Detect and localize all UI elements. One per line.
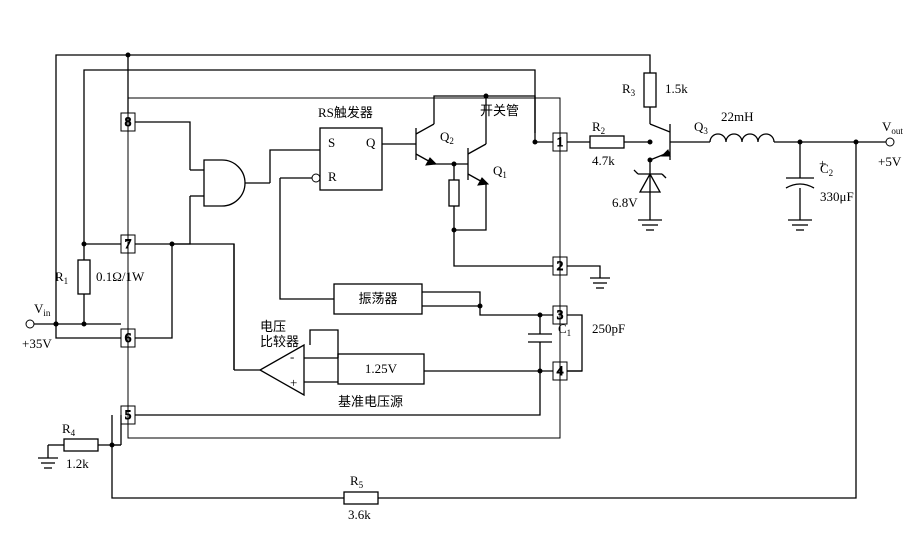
and-gate [190, 160, 270, 206]
q2-ref: Q2 [440, 129, 454, 146]
osc-label: 振荡器 [358, 291, 397, 306]
re [449, 164, 459, 230]
q3-transistor [650, 124, 693, 174]
pin-7: 7 [125, 236, 132, 251]
r3-val: 1.5k [665, 81, 688, 96]
c1-ref: C1 [558, 321, 571, 338]
svg-text:+: + [290, 375, 297, 390]
q1 [434, 144, 488, 185]
vin-val: +35V [22, 336, 52, 351]
q3-ref: Q3 [694, 119, 708, 136]
vin-label: Vin [34, 301, 51, 318]
pin-8: 8 [125, 114, 132, 129]
q1-ref: Q1 [493, 163, 507, 180]
cmp-t1: 电压 [260, 319, 286, 334]
rs-s: S [328, 135, 335, 150]
pin-5: 5 [125, 407, 132, 422]
cmp-t2: 比较器 [260, 334, 299, 349]
c1-val: 250pF [592, 321, 625, 336]
rs-q: Q [366, 135, 376, 150]
vout-val: +5V [878, 154, 902, 169]
r2-ref: R2 [592, 119, 605, 136]
rs-r: R [328, 169, 337, 184]
r1-val: 0.1Ω/1W [96, 269, 145, 284]
r5-val: 3.6k [348, 507, 371, 522]
comparator: - + [234, 345, 304, 395]
r1-ref: R1 [55, 269, 68, 286]
svg-text:-: - [290, 349, 294, 364]
r2-val: 4.7k [592, 153, 615, 168]
zener-val: 6.8V [612, 195, 638, 210]
c2-plus: + [819, 156, 826, 171]
vref-val: 1.25V [365, 361, 398, 376]
q2 [410, 114, 436, 165]
pin-3: 3 [557, 307, 564, 322]
c2-val: 330μF [820, 189, 854, 204]
r5-ref: R5 [350, 473, 364, 490]
vout-label: Vout [882, 119, 903, 136]
r4-ref: R4 [62, 421, 76, 438]
ref-title: 基准电压源 [338, 394, 403, 409]
c1-cap [528, 313, 552, 371]
l-val: 22mH [721, 109, 754, 124]
pin-6: 6 [125, 330, 132, 345]
c2-cap [786, 140, 814, 230]
pin-4: 4 [557, 363, 564, 378]
r4-val: 1.2k [66, 456, 89, 471]
rs-title: RS触发器 [318, 105, 373, 120]
r3-ref: R3 [622, 81, 636, 98]
r5 [110, 140, 858, 504]
pin-1: 1 [557, 134, 564, 149]
pin-2: 2 [557, 258, 564, 273]
